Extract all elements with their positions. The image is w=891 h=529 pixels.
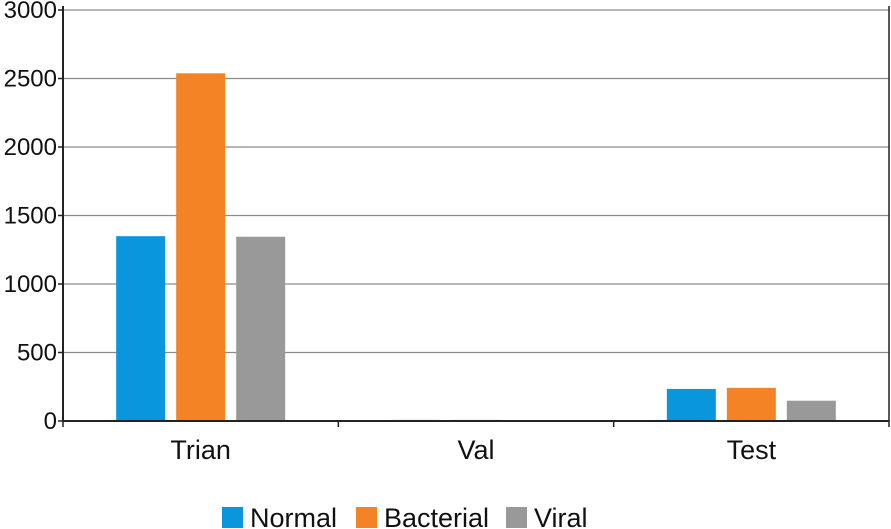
legend-swatch-bacterial: [356, 507, 377, 528]
y-tick-label: 2000: [4, 134, 57, 161]
y-tick-label: 1000: [4, 271, 57, 298]
x-category-label: Trian: [170, 435, 231, 465]
legend-swatch-normal: [222, 507, 243, 528]
bar-bacterial-trian: [176, 73, 226, 421]
legend-label-viral: Viral: [534, 503, 588, 529]
bars: [116, 73, 836, 421]
x-category-label: Val: [457, 435, 494, 465]
y-tick-label: 3000: [4, 0, 57, 24]
y-tick-label: 500: [17, 340, 57, 367]
legend-swatch-viral: [506, 507, 527, 528]
bar-normal-trian: [116, 236, 166, 421]
legend: Normal Bacterial Viral: [222, 503, 588, 529]
legend-label-normal: Normal: [250, 503, 337, 529]
y-tick-labels: 0 500 1000 1500 2000 2500 3000: [4, 0, 57, 435]
legend-label-bacterial: Bacterial: [384, 503, 489, 529]
x-category-labels: Trian Val Test: [170, 435, 776, 465]
bar-viral-test: [786, 400, 836, 421]
bar-normal-test: [666, 388, 716, 421]
y-tick-label: 1500: [4, 203, 57, 230]
y-tick-label: 0: [44, 408, 57, 435]
y-tick-label: 2500: [4, 66, 57, 93]
x-category-label: Test: [727, 435, 777, 465]
bar-bacterial-test: [726, 387, 776, 421]
axes: [58, 6, 890, 427]
bar-viral-trian: [236, 236, 286, 421]
